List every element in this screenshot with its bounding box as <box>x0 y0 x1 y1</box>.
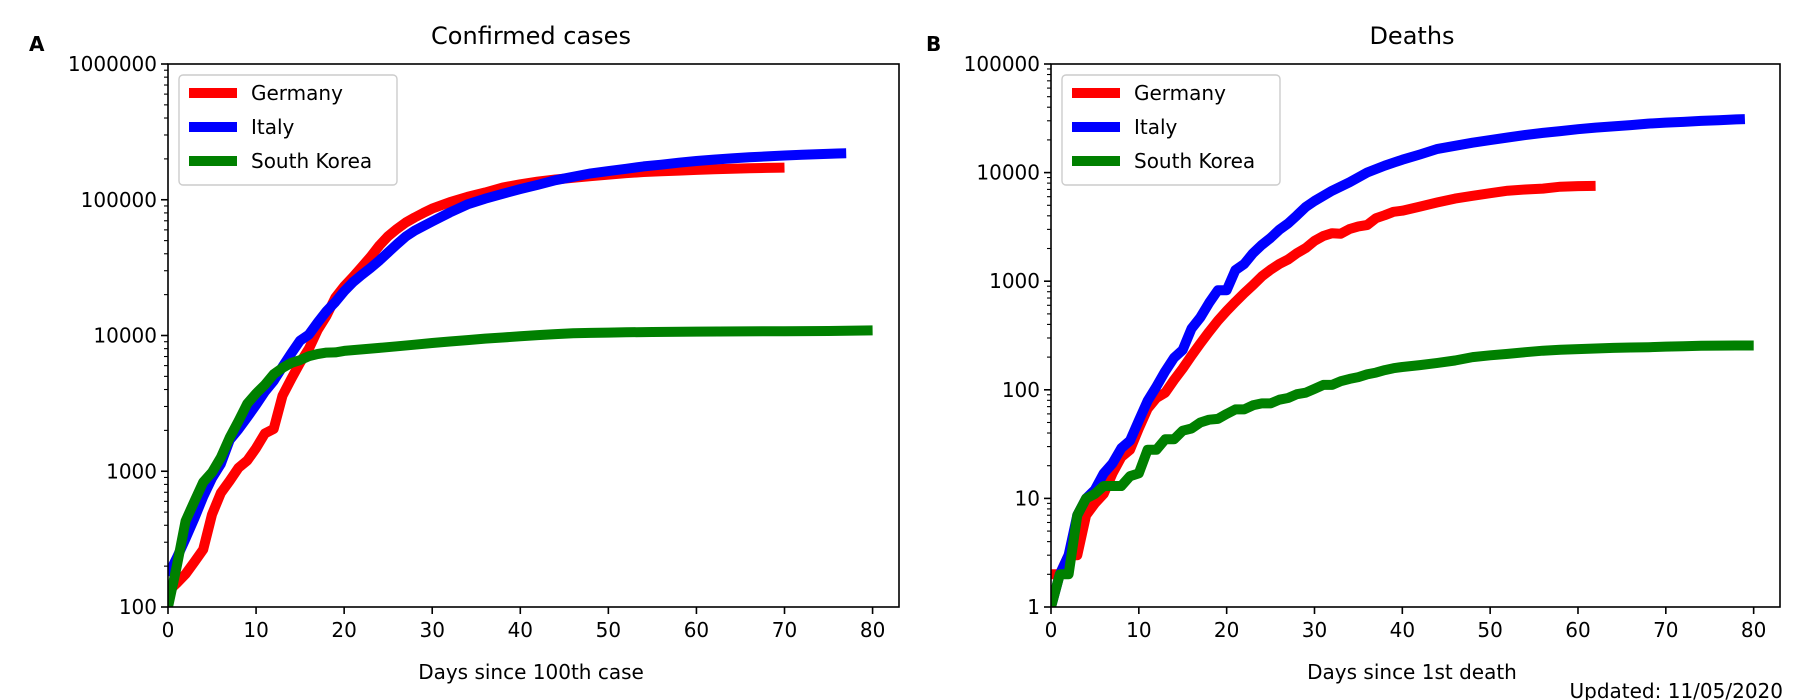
x-tick-label: 40 <box>1390 618 1415 642</box>
x-tick-label: 20 <box>1214 618 1239 642</box>
x-tick-label: 0 <box>1045 618 1058 642</box>
series-line-italy <box>168 148 847 578</box>
x-tick-label: 60 <box>684 618 709 642</box>
legend-label-south-korea: South Korea <box>1134 149 1255 173</box>
y-tick-label: 100000 <box>964 52 1040 76</box>
x-tick-label: 10 <box>243 618 268 642</box>
x-tick-label: 30 <box>1302 618 1327 642</box>
series-lines-a <box>168 148 873 607</box>
x-tick-label: 30 <box>419 618 444 642</box>
legend-b: Germany Italy South Korea <box>1061 74 1281 186</box>
x-tick-label: 80 <box>860 618 885 642</box>
chart-title-b: Deaths <box>1369 22 1454 50</box>
x-tick-label: 40 <box>508 618 533 642</box>
plot-area-a: 0 10 20 30 40 50 60 70 80 100 1000 10000 100000 10000… <box>68 52 900 642</box>
series-line-south-korea <box>1051 340 1754 607</box>
series-lines-b <box>1051 114 1754 607</box>
y-tick-label: 100000 <box>81 188 157 212</box>
x-tick-label: 0 <box>162 618 175 642</box>
legend-label-germany: Germany <box>251 81 343 105</box>
series-line-italy <box>1051 114 1746 607</box>
legend-label-italy: Italy <box>1134 115 1178 139</box>
y-tick-label: 10000 <box>976 161 1040 185</box>
x-tick-label: 50 <box>1477 618 1502 642</box>
series-line-south-korea <box>168 325 873 607</box>
series-line-germany <box>1051 180 1596 580</box>
updated-footnote: Updated: 11/05/2020 <box>1570 679 1784 700</box>
y-tick-label: 1000000 <box>68 52 157 76</box>
x-tick-label: 70 <box>1653 618 1678 642</box>
series-line-germany <box>168 162 785 596</box>
y-tick-label: 100 <box>119 595 157 619</box>
x-axis-label-a: Days since 100th case <box>418 660 644 684</box>
panel-letter-a: A <box>29 32 45 56</box>
x-tick-label: 50 <box>596 618 621 642</box>
axes-frame-b <box>1050 63 1781 608</box>
y-tick-label: 1000 <box>106 459 157 483</box>
x-tick-label: 70 <box>772 618 797 642</box>
legend-label-italy: Italy <box>251 115 295 139</box>
y-tick-label: 1 <box>1027 595 1040 619</box>
legend-a: Germany Italy South Korea <box>178 74 398 186</box>
y-tick-label: 10 <box>1015 486 1040 510</box>
x-tick-label: 10 <box>1126 618 1151 642</box>
panel-letter-b: B <box>926 32 941 56</box>
y-tick-label: 1000 <box>989 269 1040 293</box>
y-tick-label: 100 <box>1002 378 1040 402</box>
plot-area-b: 0 10 20 30 40 50 60 70 80 1 10 100 1000 10000 100000 Ge… <box>964 52 1781 642</box>
chart-panel-a: A Confirmed cases 0 10 20 30 40 50 60 70 80 100 10… <box>29 22 900 684</box>
chart-panel-b: B Deaths 0 10 20 30 40 50 60 70 80 1 10 100 1000 1000… <box>926 22 1781 684</box>
y-tick-label: 10000 <box>93 324 157 348</box>
x-axis-label-b: Days since 1st death <box>1307 660 1517 684</box>
chart-title-a: Confirmed cases <box>431 22 631 50</box>
x-tick-label: 80 <box>1741 618 1766 642</box>
legend-label-south-korea: South Korea <box>251 149 372 173</box>
x-tick-label: 60 <box>1565 618 1590 642</box>
x-tick-label: 20 <box>331 618 356 642</box>
legend-label-germany: Germany <box>1134 81 1226 105</box>
